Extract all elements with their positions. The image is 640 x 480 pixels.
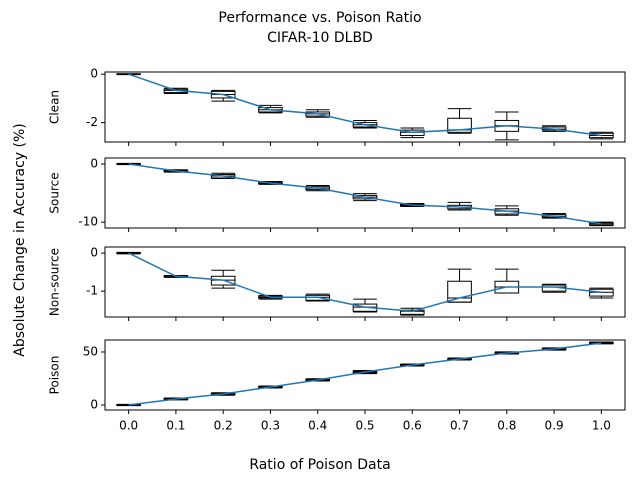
median-line <box>128 342 602 406</box>
y-tick-label: 0 <box>90 67 98 81</box>
x-tick-label: 0.1 <box>166 419 185 433</box>
x-tick-label: 0.8 <box>497 419 516 433</box>
chart-title: Performance vs. Poison Ratio <box>218 10 421 26</box>
x-tick-label: 0.6 <box>403 419 422 433</box>
axes-frame <box>104 339 626 411</box>
axes-frame <box>104 157 626 229</box>
y-tick-label: -1 <box>86 284 98 298</box>
chart-subtitle: CIFAR-10 DLBD <box>267 30 373 46</box>
x-tick-label: 0.9 <box>545 419 564 433</box>
x-tick-label: 0.7 <box>450 419 469 433</box>
x-axis-label: Ratio of Poison Data <box>249 457 390 473</box>
median-line <box>128 163 602 225</box>
x-tick-label: 1.0 <box>592 419 611 433</box>
y-tick-label: -10 <box>78 215 98 229</box>
y-tick-label: 0 <box>90 156 98 170</box>
box <box>447 117 472 133</box>
axes-frame <box>104 71 626 143</box>
median-line <box>128 73 602 137</box>
y-axis-label: Clean <box>48 90 62 124</box>
median-line <box>128 252 602 313</box>
y-axis-label: Absolute Change in Accuracy (%) <box>12 123 28 357</box>
y-tick-label: 50 <box>83 344 98 358</box>
y-axis-label: Non-source <box>48 248 62 316</box>
y-tick-label: -2 <box>86 115 98 129</box>
axes-frame <box>104 246 626 318</box>
box <box>447 280 472 303</box>
x-tick-label: 0.2 <box>214 419 233 433</box>
box <box>210 275 236 286</box>
x-tick-label: 0.3 <box>261 419 280 433</box>
x-tick-label: 0.0 <box>119 419 138 433</box>
box <box>399 309 425 315</box>
x-tick-label: 0.4 <box>308 419 327 433</box>
x-tick-label: 0.5 <box>355 419 374 433</box>
y-axis-label: Source <box>48 172 62 213</box>
y-tick-label: 0 <box>90 398 98 412</box>
y-axis-label: Poison <box>48 356 62 395</box>
y-tick-label: 0 <box>90 246 98 260</box>
